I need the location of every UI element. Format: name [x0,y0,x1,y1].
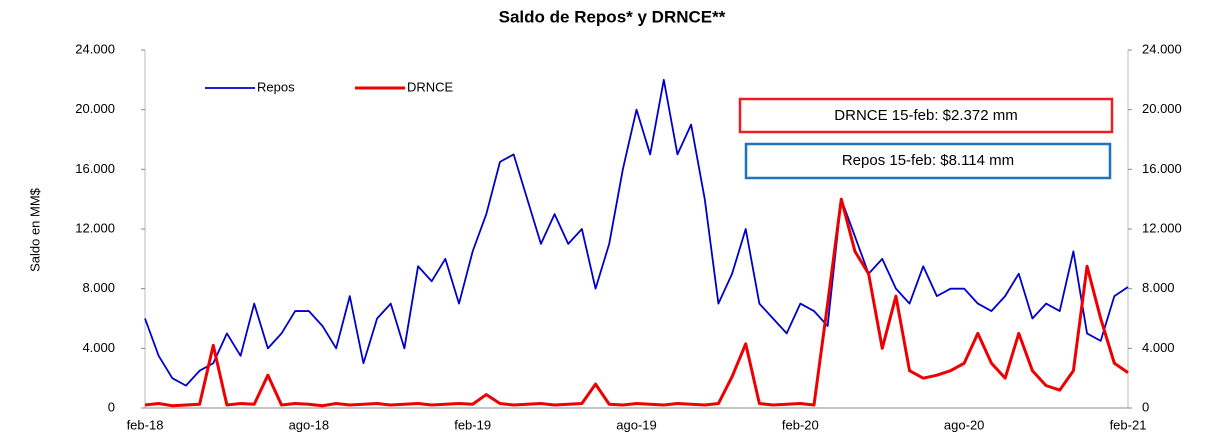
y2-tick-label: 8.000 [1142,280,1175,295]
legend-label: DRNCE [407,79,454,94]
y-tick-label: 24.000 [75,41,115,56]
annotation: DRNCE 15-feb: $2.372 mm [834,107,1017,124]
x-tick-label: feb-21 [1110,417,1147,432]
y2-tick-label: 0 [1142,399,1149,414]
x-tick-label: ago-20 [944,417,984,432]
legend-label: Repos [257,79,295,94]
y-tick-label: 4.000 [82,340,115,355]
y2-tick-label: 16.000 [1142,161,1182,176]
x-tick-label: feb-19 [454,417,491,432]
x-tick-label: ago-18 [289,417,329,432]
x-tick-label: feb-20 [782,417,819,432]
y-tick-label: 20.000 [75,101,115,116]
y2-tick-label: 24.000 [1142,41,1182,56]
y-tick-label: 12.000 [75,220,115,235]
x-tick-label: ago-19 [616,417,656,432]
y-tick-label: 0 [108,399,115,414]
line-series [144,78,1129,387]
y2-tick-label: 20.000 [1142,101,1182,116]
annotation: Repos 15-feb: $8.114 mm [842,152,1014,169]
y-tick-label: 16.000 [75,161,115,176]
y-tick-label: 8.000 [82,280,115,295]
x-tick-label: feb-18 [127,417,164,432]
annotation-box [744,142,1112,180]
annotation-box [738,97,1114,134]
y2-tick-label: 12.000 [1142,220,1182,235]
y-axis-label: Saldo en MM$ [27,187,42,272]
y2-tick-label: 4.000 [1142,340,1175,355]
chart-title: Saldo de Repos* y DRNCE** [499,7,726,26]
line-series [144,197,1129,408]
